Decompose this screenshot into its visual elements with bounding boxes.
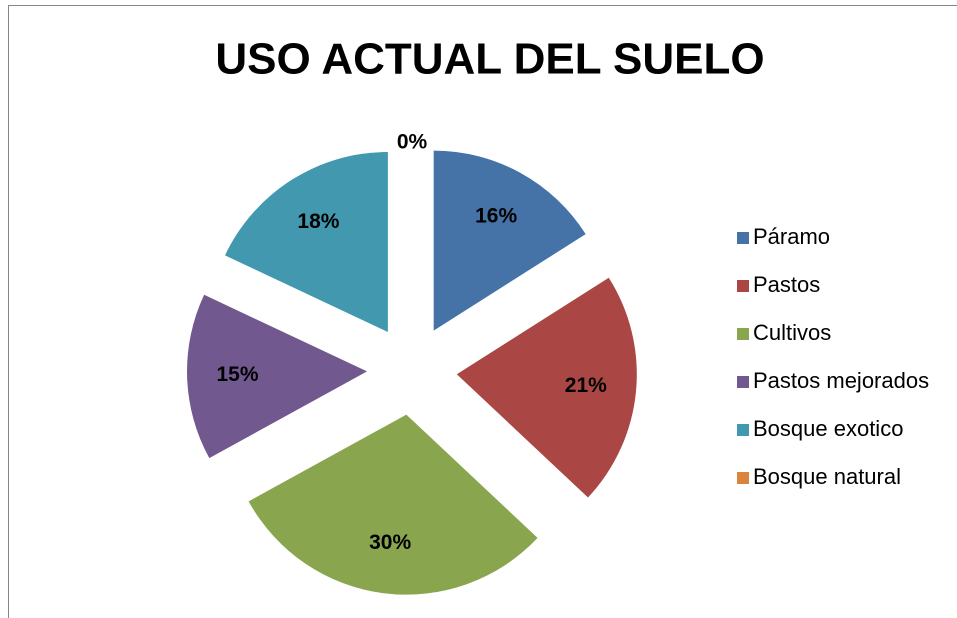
legend-label: Páramo [753, 224, 830, 249]
legend-swatch [737, 424, 749, 436]
legend-swatch [737, 232, 749, 244]
legend-swatch [737, 328, 749, 340]
legend-label: Pastos [753, 272, 820, 297]
data-label: 15% [216, 363, 258, 386]
chart-title: USO ACTUAL DEL SUELO [215, 35, 764, 84]
legend-swatch [737, 472, 749, 484]
pie-slice [456, 277, 637, 498]
data-label: 16% [475, 205, 517, 228]
pie-slice [433, 150, 586, 331]
legend-swatch [737, 280, 749, 292]
legend-label: Bosque natural [753, 464, 901, 489]
legend-label: Bosque exotico [753, 416, 903, 441]
data-label: 18% [297, 210, 339, 233]
data-label: 30% [369, 531, 411, 554]
legend-label: Cultivos [753, 320, 831, 345]
data-label: 0% [397, 131, 428, 154]
legend-swatch [737, 376, 749, 388]
legend-label: Pastos mejorados [753, 368, 929, 393]
pie-slice [248, 414, 538, 595]
pie-slice [225, 152, 388, 333]
pie-slice [187, 294, 368, 459]
data-label: 21% [565, 374, 607, 397]
